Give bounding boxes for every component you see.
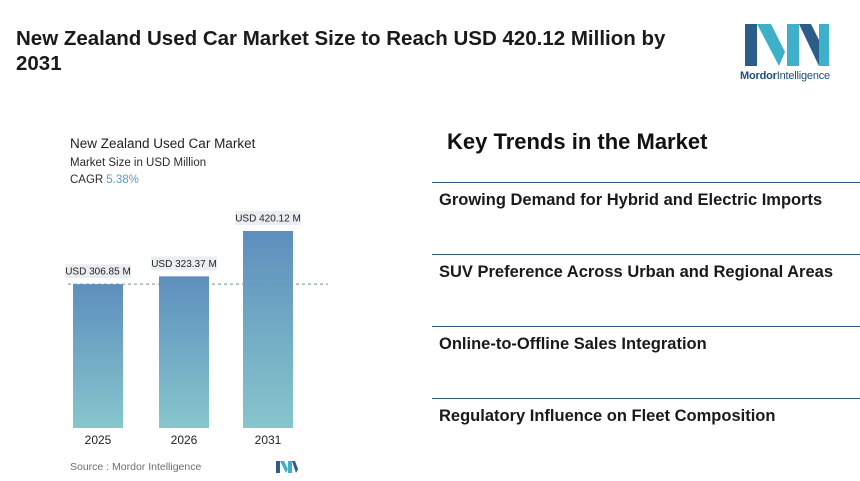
- svg-text:USD 420.12 M: USD 420.12 M: [235, 214, 301, 225]
- x-tick-label: 2031: [255, 433, 282, 447]
- trend-item-4: Regulatory Influence on Fleet Compositio…: [439, 407, 776, 425]
- small-logo-icon: [276, 461, 298, 473]
- x-tick-label: 2026: [171, 433, 198, 447]
- trend-divider: [432, 326, 860, 327]
- chart-title: New Zealand Used Car Market: [70, 136, 256, 151]
- mordor-intelligence-logo-icon: [745, 24, 829, 66]
- bar-2025: [73, 284, 123, 428]
- page-headline: New Zealand Used Car Market Size to Reac…: [16, 27, 666, 75]
- bar-2026: [159, 276, 209, 428]
- x-tick-label: 2025: [85, 433, 112, 447]
- trend-item-2: SUV Preference Across Urban and Regional…: [439, 263, 834, 281]
- source-note: Source : Mordor Intelligence: [70, 461, 202, 473]
- bar-2031: [243, 231, 293, 428]
- trend-item-1: Growing Demand for Hybrid and Electric I…: [439, 191, 823, 209]
- data-label-2026: USD 323.37 M: [151, 256, 217, 271]
- trend-divider: [432, 182, 860, 183]
- data-label-2025: USD 306.85 M: [65, 264, 131, 279]
- chart-cagr: CAGR 5.38%: [70, 174, 139, 186]
- svg-text:USD 323.37 M: USD 323.37 M: [151, 259, 217, 270]
- trend-divider: [432, 254, 860, 255]
- trend-item-3: Online-to-Offline Sales Integration: [439, 335, 707, 353]
- data-label-2031: USD 420.12 M: [235, 211, 301, 225]
- logo-wordmark: MordorIntelligence: [740, 70, 830, 82]
- cagr-label: CAGR: [70, 174, 104, 186]
- chart-subtitle: Market Size in USD Million: [70, 157, 207, 169]
- svg-text:USD 306.85 M: USD 306.85 M: [65, 267, 131, 278]
- bar-chart: USD 306.85 M 2025 USD 323.37 M 2026 USD 420.…: [65, 211, 328, 447]
- trends-title: Key Trends in the Market: [447, 129, 708, 154]
- trend-divider: [432, 398, 860, 399]
- mordor-intelligence-logo: MordorIntelligence: [735, 22, 835, 86]
- cagr-value: 5.38%: [106, 174, 139, 186]
